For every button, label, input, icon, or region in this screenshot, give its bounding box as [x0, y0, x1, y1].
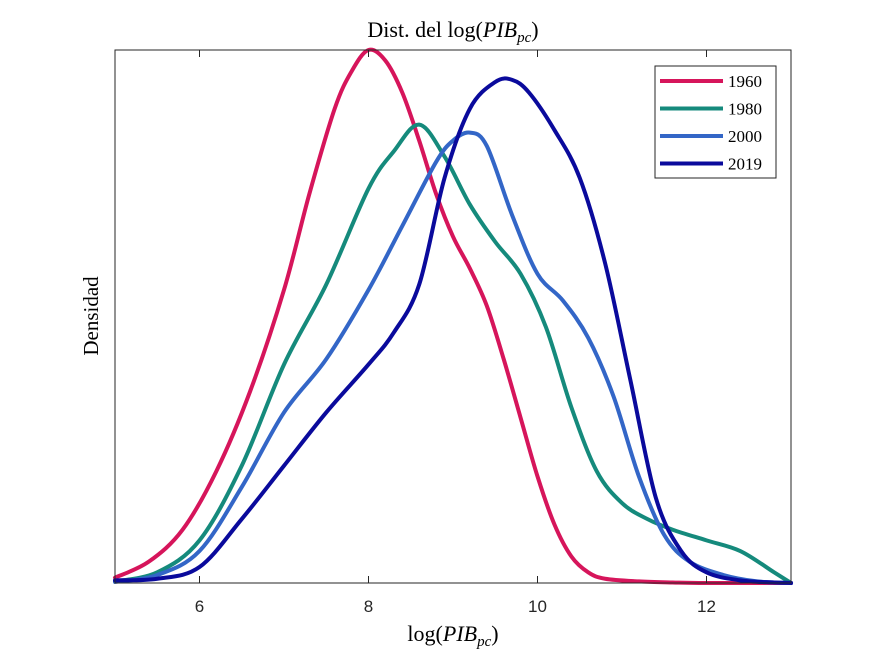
- x-axis-label: log(PIBpc): [407, 621, 498, 650]
- chart-title: Dist. del log(PIBpc): [367, 17, 538, 46]
- legend-label-1980: 1980: [728, 100, 762, 119]
- x-tick-label-8: 8: [364, 597, 373, 616]
- y-axis-label: Densidad: [79, 276, 103, 356]
- series-line-1980: [113, 122, 793, 585]
- x-tick-label-6: 6: [195, 597, 204, 616]
- series-line-2019: [113, 76, 793, 585]
- legend: 1960 1980 2000 2019: [654, 65, 777, 179]
- series-line-1960: [113, 47, 793, 586]
- x-tick-label-12: 12: [697, 597, 716, 616]
- series-line-2000: [113, 130, 793, 585]
- legend-label-2019: 2019: [728, 155, 762, 174]
- series-layer: [113, 47, 793, 586]
- axes-box: [114, 49, 792, 584]
- legend-label-2000: 2000: [728, 127, 762, 146]
- legend-box: [654, 65, 777, 179]
- x-ticks: 6 8 10 12: [195, 50, 716, 616]
- x-tick-label-10: 10: [528, 597, 547, 616]
- legend-label-1960: 1960: [728, 72, 762, 91]
